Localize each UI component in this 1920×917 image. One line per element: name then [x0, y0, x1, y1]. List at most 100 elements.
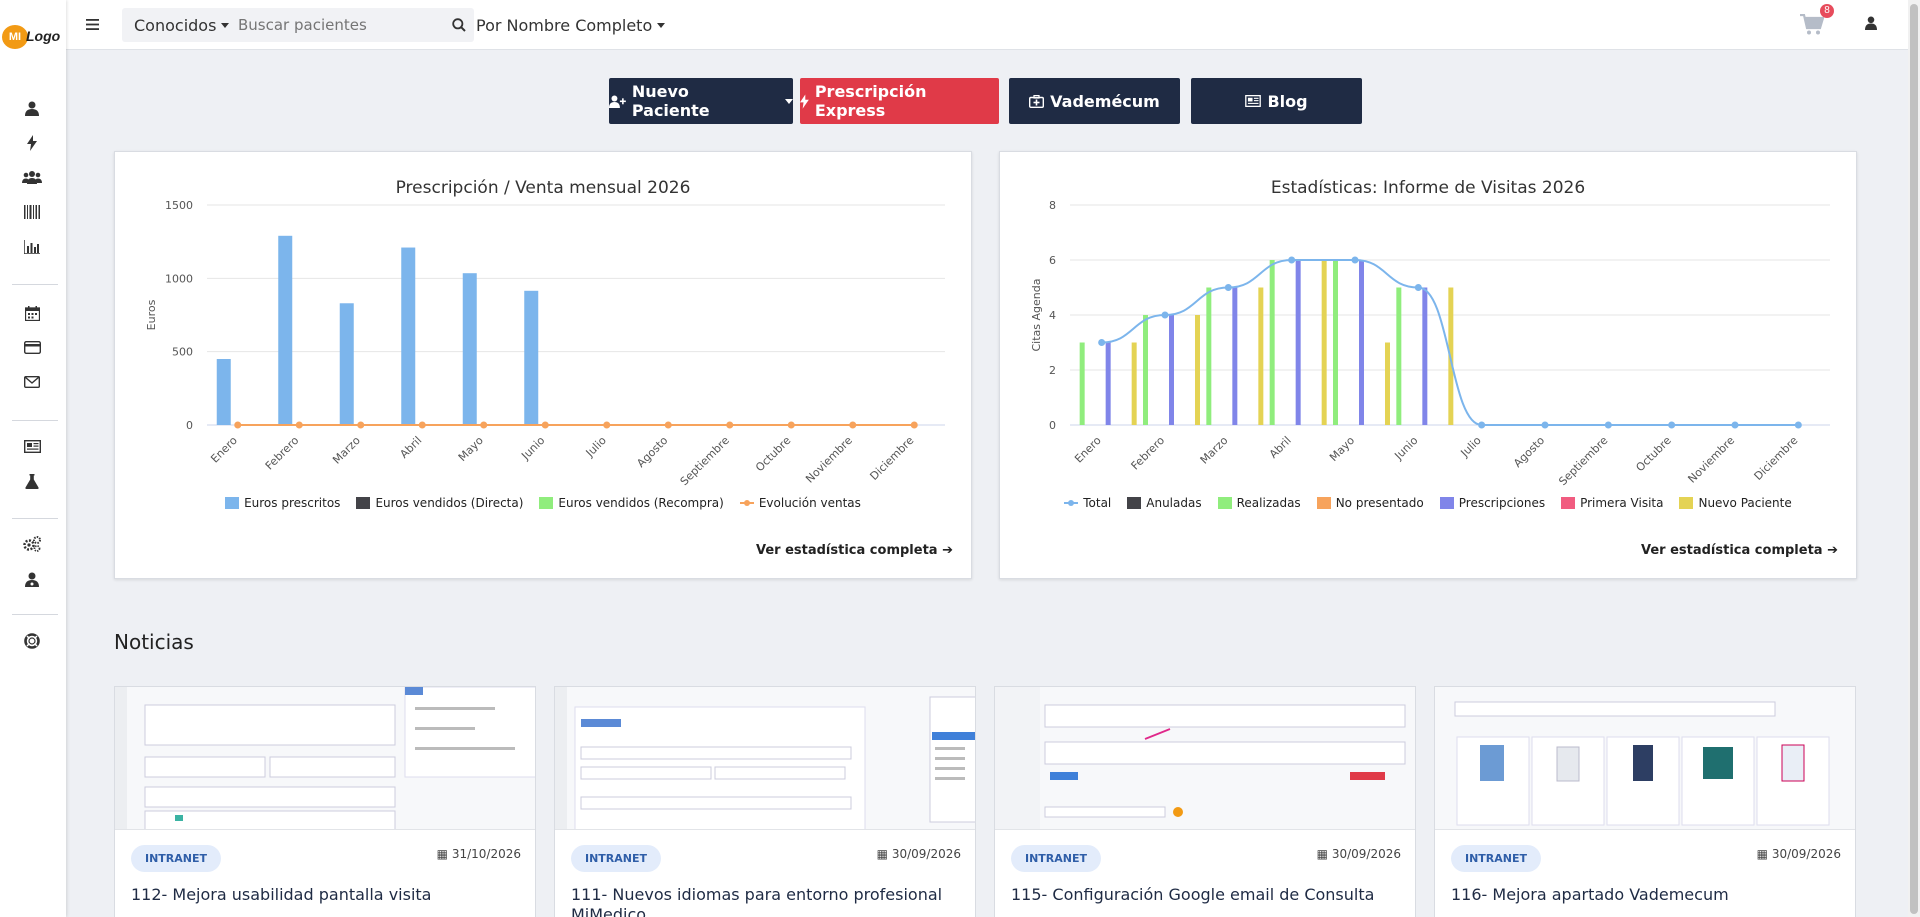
credit-card-icon[interactable]	[21, 336, 43, 358]
sales-full-stats-link[interactable]: Ver estadística completa ➔	[756, 543, 953, 558]
visits-chart-line-point	[1668, 421, 1676, 429]
sales-chart-legend-item[interactable]: Evolución ventas	[739, 496, 861, 510]
news-date-text: 31/10/2026	[451, 847, 521, 861]
logo-text: Logo	[26, 28, 61, 44]
sales-chart: 0 500 1000 1500 Euros Enero Febrero Marzo Abril M…	[145, 199, 945, 488]
sales-chart-legend-label: Euros vendidos (Directa)	[375, 496, 524, 510]
visits-chart-line-point	[1098, 339, 1106, 346]
visits-chart-x-tick-label: Marzo	[1198, 434, 1231, 467]
visits-chart-legend-item[interactable]: Total	[1064, 496, 1111, 510]
visits-full-stats-label: Ver estadística completa	[1640, 543, 1823, 558]
search-icon[interactable]	[444, 8, 474, 42]
news-category-badge: INTRANET	[1011, 845, 1102, 872]
sidebar-divider	[12, 614, 58, 615]
sales-chart-line-point	[910, 421, 918, 429]
visits-full-stats-link[interactable]: Ver estadística completa ➔	[1641, 543, 1838, 558]
visits-chart-bar	[1195, 315, 1200, 425]
news-thumbnail[interactable]	[115, 687, 535, 830]
calendar-icon: ▦	[436, 847, 452, 861]
sales-chart-x-tick-label: Junio	[518, 434, 547, 463]
sales-chart-line-point	[418, 421, 426, 429]
sales-chart-x-tick-label: Octubre	[753, 434, 793, 474]
envelope-icon[interactable]	[21, 371, 43, 393]
caret-down-icon	[785, 98, 793, 104]
visits-chart-legend-label: No presentado	[1335, 496, 1424, 510]
bar-chart-icon[interactable]	[21, 236, 43, 258]
app-logo[interactable]: MI Logo	[2, 22, 64, 52]
visits-chart-legend-item[interactable]: Anuladas	[1127, 496, 1202, 510]
visits-chart-line-point	[1351, 256, 1359, 264]
express-prescription-button[interactable]: Prescripción Express	[800, 78, 999, 124]
page-scrollbar-thumb[interactable]	[1910, 4, 1918, 914]
flask-icon[interactable]	[21, 470, 43, 492]
sales-chart-line-point	[480, 421, 488, 429]
calendar-icon[interactable]	[21, 302, 43, 324]
visits-chart-line-point	[1414, 284, 1422, 291]
sidebar: MI Logo	[0, 0, 66, 917]
visits-chart-bar	[1258, 287, 1264, 425]
news-card[interactable]: INTRANET ▦ 30/09/2026 116- Mejora aparta…	[1434, 686, 1856, 917]
sales-chart-x-tick-label: Mayo	[456, 434, 486, 464]
visits-chart-legend-swatch	[1064, 500, 1079, 506]
visits-chart-legend-item[interactable]: Primera Visita	[1561, 496, 1663, 510]
news-date: ▦ 31/10/2026	[437, 847, 521, 861]
new-patient-button[interactable]: Nuevo Paciente	[609, 78, 793, 124]
visits-chart-legend-label: Total	[1083, 496, 1112, 510]
blog-button[interactable]: Blog	[1191, 78, 1362, 124]
patient-search-input[interactable]	[234, 8, 444, 42]
sales-chart-bar	[401, 247, 416, 425]
sort-order-dropdown[interactable]: Por Nombre Completo	[476, 8, 666, 42]
barcode-icon[interactable]	[21, 201, 43, 223]
sales-chart-legend-swatch	[225, 497, 240, 509]
filter-dropdown[interactable]: Conocidos	[122, 8, 234, 42]
cart-icon[interactable]	[1800, 13, 1825, 40]
visits-chart-legend-item[interactable]: No presentado	[1316, 496, 1424, 510]
bolt-icon	[800, 93, 809, 109]
visits-chart-legend-label: Nuevo Paciente	[1698, 496, 1792, 510]
top-bar: Conocidos Por Nombre Completo 8	[66, 0, 1920, 50]
visits-chart-bar	[1143, 315, 1148, 425]
life-ring-icon[interactable]	[21, 630, 43, 652]
visits-chart-legend-item[interactable]: Nuevo Paciente	[1679, 496, 1792, 510]
news-card[interactable]: INTRANET ▦ 30/09/2026 115- Configuración…	[994, 686, 1416, 917]
news-title[interactable]: 116- Mejora apartado Vademecum	[1451, 885, 1729, 904]
sales-chart-legend-item[interactable]: Euros vendidos (Recompra)	[539, 496, 724, 510]
visits-chart-bar	[1295, 260, 1301, 425]
users-icon[interactable]	[21, 166, 43, 188]
news-card[interactable]: INTRANET ▦ 31/10/2026 112- Mejora usabil…	[114, 686, 536, 917]
visits-chart-legend-label: Prescripciones	[1458, 496, 1546, 510]
news-thumbnail[interactable]	[555, 687, 975, 830]
bolt-icon[interactable]	[21, 132, 43, 154]
visits-chart-x-tick-label: Enero	[1072, 434, 1104, 466]
news-title[interactable]: 112- Mejora usabilidad pantalla visita	[131, 885, 432, 904]
user-account-icon[interactable]	[1865, 16, 1877, 35]
visits-chart-title: Estadísticas: Informe de Visitas 2026	[1270, 178, 1586, 198]
sales-chart-title: Prescripción / Venta mensual 2026	[395, 178, 691, 198]
news-title[interactable]: 111- Nuevos idiomas para entorno profesi…	[571, 885, 943, 917]
user-doctor-icon[interactable]	[21, 568, 43, 590]
newspaper-icon[interactable]	[21, 435, 43, 457]
news-title[interactable]: 115- Configuración Google email de Consu…	[1011, 885, 1375, 904]
sales-chart-y-tick-label: 1500	[165, 199, 193, 212]
sales-chart-bar	[278, 235, 293, 425]
sales-chart-legend-item[interactable]: Euros prescritos	[225, 496, 340, 510]
cogs-icon[interactable]	[21, 533, 43, 555]
calendar-icon: ▦	[1316, 847, 1332, 861]
news-card[interactable]: INTRANET ▦ 30/09/2026 111- Nuevos idioma…	[554, 686, 976, 917]
sales-chart-legend-item[interactable]: Euros vendidos (Directa)	[356, 496, 523, 510]
visits-chart-x-tick-label: Julio	[1458, 434, 1484, 460]
cart-count-badge: 8	[1820, 4, 1834, 18]
visits-chart-y-tick-label: 0	[1049, 419, 1056, 432]
visits-chart-legend-swatch	[1679, 497, 1694, 509]
menu-toggle-icon[interactable]	[86, 17, 99, 35]
visits-chart-bar	[1269, 260, 1275, 425]
sales-chart-y-tick-label: 0	[186, 419, 193, 432]
visits-chart-legend-item[interactable]: Prescripciones	[1439, 496, 1546, 510]
visits-chart-bar	[1359, 260, 1364, 425]
visits-chart-legend-label: Anuladas	[1146, 496, 1202, 510]
vademecum-button[interactable]: Vademécum	[1009, 78, 1180, 124]
user-icon[interactable]	[21, 97, 43, 119]
news-thumbnail[interactable]	[995, 687, 1415, 830]
news-thumbnail[interactable]	[1435, 687, 1855, 830]
visits-chart-legend-item[interactable]: Realizadas	[1217, 496, 1301, 510]
